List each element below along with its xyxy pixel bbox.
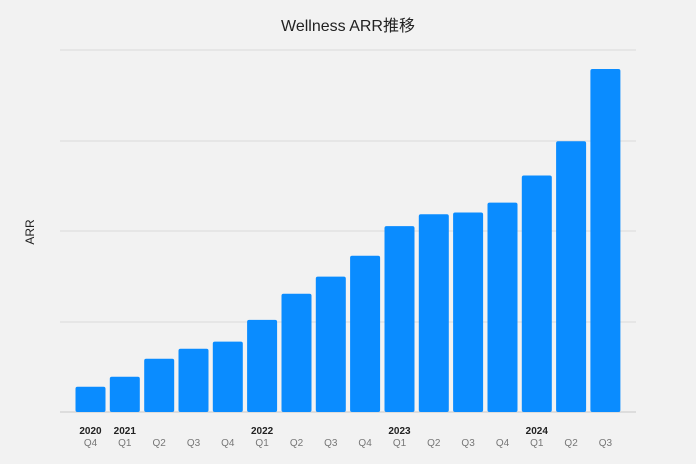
bar (144, 358, 175, 412)
x-tick-quarter-label: Q1 (393, 438, 407, 449)
x-tick-quarter-label: Q2 (153, 438, 167, 449)
x-tick-year-label: 2023 (388, 426, 411, 437)
x-tick-quarter-label: Q3 (461, 438, 475, 449)
x-tick-quarter-label: Q2 (290, 438, 304, 449)
x-tick-year-label: 2022 (251, 426, 274, 437)
x-tick-year-label: 2021 (114, 426, 137, 437)
x-tick-quarter-label: Q3 (324, 438, 338, 449)
bar (350, 255, 381, 412)
bar (75, 386, 106, 412)
bar (109, 376, 140, 412)
x-tick-quarter-label: Q3 (187, 438, 201, 449)
x-tick-quarter-label: Q4 (358, 438, 372, 449)
bar (521, 175, 552, 412)
x-tick-quarter-label: Q1 (118, 438, 132, 449)
bar (281, 293, 312, 412)
x-tick-year-label: 2024 (526, 426, 549, 437)
x-tick-quarter-label: Q4 (496, 438, 510, 449)
bar (384, 226, 415, 412)
bar (590, 69, 621, 412)
x-tick-quarter-label: Q2 (564, 438, 578, 449)
bar (212, 341, 243, 412)
x-tick-quarter-label: Q4 (221, 438, 235, 449)
x-tick-quarter-label: Q3 (599, 438, 613, 449)
y-axis-label: ARR (23, 219, 37, 245)
bar (453, 212, 484, 412)
bar (247, 319, 278, 412)
bar (178, 348, 209, 412)
bars (75, 69, 621, 412)
bar (556, 141, 587, 412)
bar (418, 214, 449, 412)
bar (315, 276, 346, 412)
bar (487, 202, 518, 412)
chart-title: Wellness ARR推移 (281, 17, 415, 35)
x-tick-quarter-label: Q4 (84, 438, 98, 449)
x-tick-quarter-label: Q1 (530, 438, 544, 449)
x-tick-quarter-label: Q1 (255, 438, 269, 449)
x-tick-quarter-label: Q2 (427, 438, 441, 449)
x-tick-year-label: 2020 (79, 426, 102, 437)
